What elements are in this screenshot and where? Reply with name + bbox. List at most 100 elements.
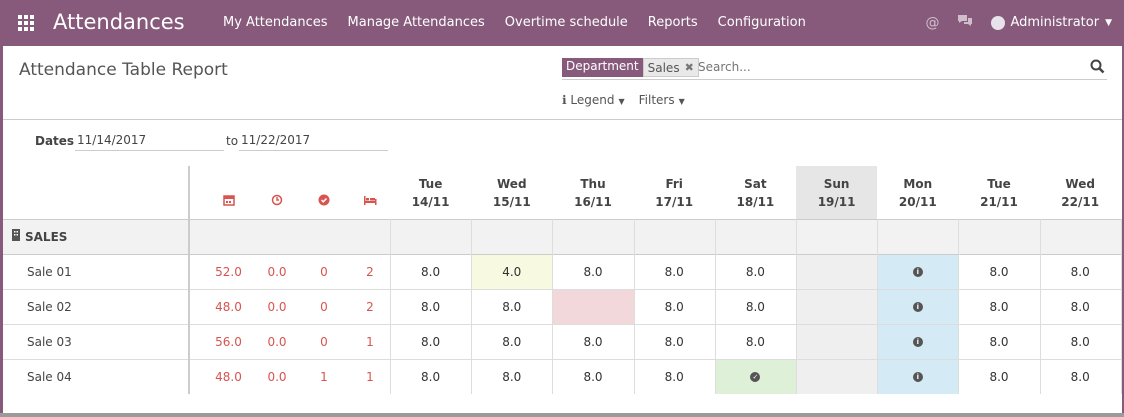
chat-icon[interactable] [957,14,973,31]
day-header-1-text: Wed [497,176,527,191]
filters-button[interactable]: Filters ▼ [639,93,685,107]
day-header-5-text: 19/11 [817,194,856,209]
app-title: Attendances [53,10,185,34]
day-cell[interactable]: 8.0 [390,324,471,359]
menu-configuration[interactable]: Configuration [717,15,806,30]
info-circle-icon[interactable]: i [912,371,923,382]
menu-reports[interactable]: Reports [647,15,698,30]
search-input[interactable] [696,59,1070,75]
day-cell[interactable]: ✓ [714,359,796,394]
day-cell[interactable]: i [877,324,959,359]
window-frame-left [0,0,3,417]
info-circle-icon[interactable]: i [912,336,923,347]
day-cell[interactable]: i [877,289,959,324]
info-circle-icon[interactable]: i [912,266,923,277]
clock-icon [271,194,283,209]
building-icon [11,229,21,244]
employee-name[interactable]: Sale 01 [3,254,188,289]
summary-value-text: 0 [320,334,328,349]
summary-value: 56.0 [206,324,251,359]
window-frame-bottom [0,413,1124,417]
summary-value-text: 0.0 [267,264,287,279]
day-header-4-text: 18/11 [736,194,775,209]
day-cell[interactable]: 8.0 [390,359,471,394]
day-cell[interactable]: 8.0 [958,324,1039,359]
info-circle-icon[interactable]: i [912,301,923,312]
day-cell[interactable] [796,359,877,394]
day-cell[interactable]: 8.0 [471,289,552,324]
summary-value-text: 48.0 [215,369,242,384]
search-icon[interactable] [1090,59,1105,78]
legend-button[interactable]: ℹ Legend ▼ [562,93,625,107]
search-facet[interactable]: Department Sales ✖ [562,58,699,77]
day-header-8-text: 22/11 [1061,194,1100,209]
summary-value: 52.0 [206,254,251,289]
day-cell[interactable]: 8.0 [715,254,796,289]
day-cell[interactable]: 8.0 [471,359,552,394]
day-cell[interactable]: 8.0 [634,324,715,359]
day-cell[interactable]: 8.0 [1040,289,1121,324]
summary-value-text: 52.0 [215,264,242,279]
user-avatar[interactable] [991,15,1006,30]
day-cell[interactable]: i [877,359,959,394]
day-cell[interactable]: 8.0 [958,289,1039,324]
day-cell[interactable] [552,289,634,324]
day-cell[interactable]: 8.0 [958,254,1039,289]
day-cell[interactable]: 8.0 [634,254,715,289]
day-header-7-text: 21/11 [980,194,1018,209]
summary-header-3 [348,184,392,219]
summary-value-text: 2 [366,264,374,279]
user-name[interactable]: Administrator [1010,15,1100,30]
facet-value-text: Sales [647,60,680,75]
day-cell[interactable]: 8.0 [715,289,796,324]
day-cell[interactable]: 8.0 [1040,359,1121,394]
calendar-icon [222,194,235,209]
employee-name-text: Sale 01 [27,264,72,279]
date-to-input[interactable] [239,130,388,151]
day-cell-text: 8.0 [989,264,1009,279]
summary-value-text: 0 [320,264,328,279]
menu-overtime-schedule[interactable]: Overtime schedule [504,15,628,30]
day-cell[interactable]: 8.0 [1040,254,1121,289]
employee-name[interactable]: Sale 02 [3,289,188,324]
day-cell-text: 8.0 [502,299,522,314]
facet-value: Sales ✖ [642,58,699,77]
day-cell[interactable]: 8.0 [552,254,633,289]
day-cell[interactable]: 8.0 [715,324,796,359]
day-cell[interactable] [796,289,877,324]
day-cell[interactable]: 8.0 [390,254,471,289]
day-cell[interactable]: i [877,254,959,289]
menu-my-attendances[interactable]: My Attendances [223,15,328,30]
day-cell[interactable]: 8.0 [1040,324,1121,359]
day-header-0: Tue 14/11 [390,166,471,219]
employee-name[interactable]: Sale 04 [3,359,188,394]
at-icon[interactable]: @ [925,14,940,31]
summary-value: 48.0 [206,289,251,324]
day-cell[interactable] [796,324,877,359]
day-cell-text: 8.0 [421,334,441,349]
facet-remove-icon[interactable]: ✖ [684,61,694,74]
day-cell[interactable]: 8.0 [552,324,633,359]
user-caret-icon[interactable]: ▼ [1105,17,1112,28]
filters-caret-icon: ▼ [678,97,685,106]
check-circle-icon[interactable]: ✓ [750,371,761,382]
day-cell[interactable] [796,254,877,289]
day-header-8: Wed 22/11 [1040,166,1121,219]
date-from-input[interactable] [75,130,224,151]
summary-value: 0 [301,289,347,324]
summary-value-text: 1 [366,369,374,384]
day-cell[interactable]: 8.0 [390,289,471,324]
systray: @ Administrator ▼ [925,14,1112,31]
day-cell-text: 8.0 [745,299,765,314]
menu-manage-attendances[interactable]: Manage Attendances [347,15,485,30]
day-cell[interactable]: 4.0 [471,254,553,289]
day-header-6-text: Mon [903,176,933,191]
day-cell[interactable]: 8.0 [552,359,633,394]
day-cell[interactable]: 8.0 [634,289,715,324]
summary-value: 0.0 [254,254,300,289]
day-cell[interactable]: 8.0 [471,324,552,359]
apps-grid-icon[interactable] [18,15,34,31]
day-cell[interactable]: 8.0 [958,359,1039,394]
employee-name[interactable]: Sale 03 [3,324,188,359]
day-cell[interactable]: 8.0 [634,359,715,394]
